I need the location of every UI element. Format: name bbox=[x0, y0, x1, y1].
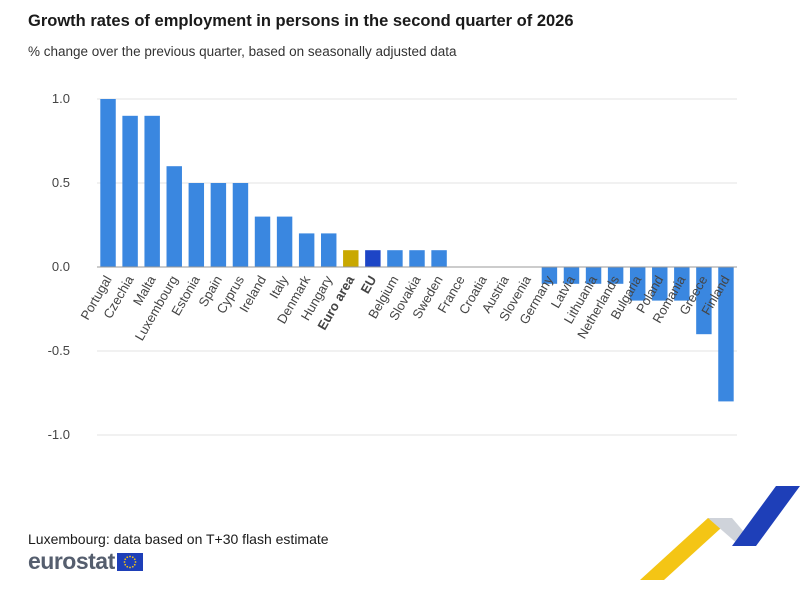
eu-flag-icon bbox=[116, 552, 143, 571]
y-tick-label: -0.5 bbox=[48, 343, 70, 358]
chart-subtitle: % change over the previous quarter, base… bbox=[28, 44, 457, 59]
footnote: Luxembourg: data based on T+30 flash est… bbox=[28, 531, 329, 547]
bar-denmark[interactable] bbox=[298, 233, 315, 267]
logo-text: eurostat bbox=[28, 548, 115, 574]
bar-portugal[interactable] bbox=[100, 99, 116, 267]
chart-title: Growth rates of employment in persons in… bbox=[28, 12, 574, 30]
bar-romania[interactable] bbox=[674, 267, 690, 301]
bar-italy[interactable] bbox=[276, 216, 293, 267]
bar-cyprus[interactable] bbox=[232, 183, 249, 267]
bar-greece[interactable] bbox=[696, 267, 712, 335]
y-tick-label: 1.0 bbox=[52, 91, 70, 106]
bar-poland[interactable] bbox=[652, 267, 668, 301]
flag-star bbox=[128, 555, 131, 557]
bar-czechia[interactable] bbox=[122, 115, 138, 267]
bar-sweden[interactable] bbox=[431, 250, 447, 267]
bar-eu[interactable] bbox=[365, 250, 381, 267]
flag-star bbox=[133, 563, 136, 566]
blue-stripe bbox=[732, 486, 800, 546]
flag-star bbox=[126, 565, 128, 568]
flag-star bbox=[123, 560, 126, 563]
bar-slovakia[interactable] bbox=[409, 250, 425, 267]
bar-belgium[interactable] bbox=[387, 250, 403, 267]
flag-star bbox=[131, 565, 134, 568]
flag-star bbox=[134, 560, 137, 563]
bar-euro-area[interactable] bbox=[343, 250, 359, 267]
yellow-stripe bbox=[640, 518, 732, 580]
bar-bulgaria[interactable] bbox=[629, 267, 646, 301]
bar-finland[interactable] bbox=[718, 267, 734, 402]
bar-estonia[interactable] bbox=[188, 183, 205, 267]
eurostat-logo[interactable]: eurostat bbox=[28, 548, 143, 575]
x-axis-labels: PortugalCzechiaMaltaLuxembourgEstoniaSpa… bbox=[77, 272, 732, 343]
flag-star bbox=[128, 566, 131, 568]
bar-malta[interactable] bbox=[144, 115, 160, 267]
flag-star bbox=[133, 557, 136, 560]
y-axis-ticks: 1.0 0.5 0.0 -0.5 -1.0 bbox=[48, 91, 70, 442]
y-tick-label: 0.0 bbox=[52, 259, 70, 274]
bar-latvia[interactable] bbox=[563, 267, 580, 284]
flag-star bbox=[124, 557, 126, 560]
bar-netherlands[interactable] bbox=[607, 267, 624, 284]
flag-star bbox=[131, 555, 134, 558]
bar-chart: 1.0 0.5 0.0 -0.5 -1.0 PortugalCzechiaMaltaLu… bbox=[48, 91, 737, 442]
bar-hungary[interactable] bbox=[321, 233, 337, 267]
y-tick-label: 0.5 bbox=[52, 175, 70, 190]
bar-luxembourg[interactable] bbox=[166, 166, 182, 267]
y-tick-label: -1.0 bbox=[48, 427, 70, 442]
bar-spain[interactable] bbox=[210, 183, 227, 267]
bar-germany[interactable] bbox=[541, 267, 558, 284]
decorative-stripes-icon bbox=[640, 486, 800, 580]
flag-star bbox=[124, 563, 126, 566]
bars bbox=[100, 99, 734, 402]
flag-star bbox=[126, 555, 128, 558]
bar-ireland[interactable] bbox=[254, 216, 271, 267]
bar-lithuania[interactable] bbox=[585, 267, 602, 284]
